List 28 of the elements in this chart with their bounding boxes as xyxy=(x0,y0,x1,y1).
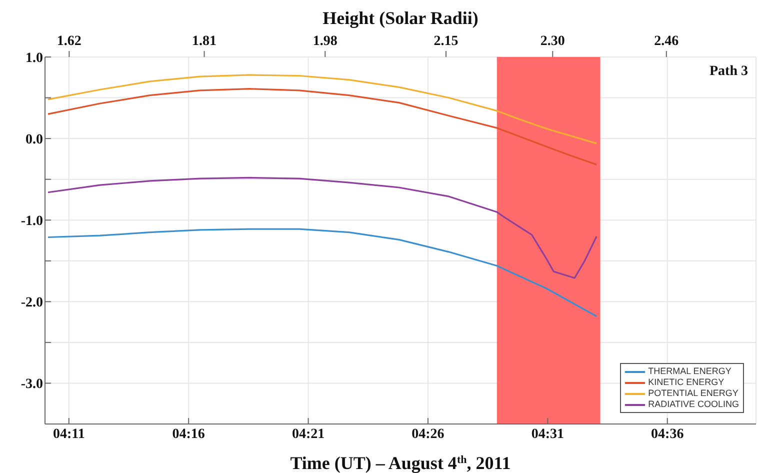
x2-axis-title: Height (Solar Radii) xyxy=(322,8,478,28)
x2-tick-label: 1.62 xyxy=(56,34,82,49)
y-tick-label: -2.0 xyxy=(20,296,43,311)
y-tick-label: 1.0 xyxy=(26,50,43,66)
x2-tick-label: 2.46 xyxy=(654,34,679,49)
x2-tick-label: 2.30 xyxy=(540,34,565,49)
line-series xyxy=(47,228,598,318)
line-series xyxy=(47,74,598,144)
legend-label: POTENTIAL ENERGY xyxy=(648,388,738,399)
x-tick-label: 04:26 xyxy=(412,426,444,442)
legend-label: KINETIC ENERGY xyxy=(648,377,724,388)
x-tick-label: 04:16 xyxy=(172,426,205,442)
x-tick-label: 04:21 xyxy=(292,426,325,442)
annotation: Path 3 xyxy=(710,64,748,80)
x-tick-label: 04:11 xyxy=(52,426,85,442)
x-axis-title: Time (UT) – August 4$^{th}$, 2011 xyxy=(290,453,511,473)
y-tick-label: -1.0 xyxy=(20,214,43,230)
x2-tick-label: 1.81 xyxy=(192,34,217,49)
y-tick-label: -3.0 xyxy=(20,377,43,392)
line-series xyxy=(47,176,598,279)
x-tick-label: 04:36 xyxy=(651,426,684,442)
x-tick-label: 04:31 xyxy=(531,426,564,442)
x2-tick-label: 2.15 xyxy=(434,34,458,49)
y-tick-label: 0.0 xyxy=(26,132,43,148)
legend-label: RADIATIVE COOLING xyxy=(648,399,739,410)
line-series xyxy=(47,88,598,166)
x2-tick-label: 1.98 xyxy=(312,34,338,49)
legend-label: THERMAL ENERGY xyxy=(648,366,732,377)
